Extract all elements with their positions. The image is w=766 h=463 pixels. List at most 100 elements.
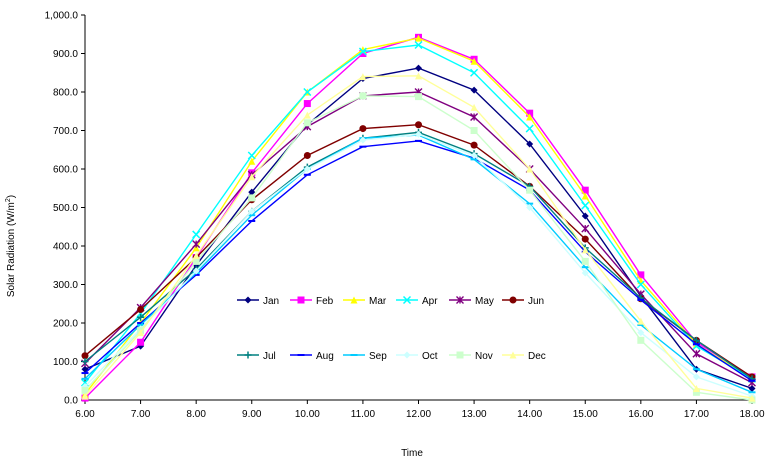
data-point [415, 34, 422, 42]
data-point [248, 173, 256, 181]
data-point [692, 336, 700, 344]
data-point [470, 127, 478, 134]
series-apr [80, 40, 757, 387]
data-point [247, 151, 256, 160]
legend-item-feb: Feb [290, 296, 334, 307]
series-line [84, 133, 753, 397]
data-point [358, 47, 367, 56]
series-jun [81, 121, 756, 381]
data-point [248, 157, 256, 165]
data-point [359, 136, 367, 144]
data-point [192, 257, 200, 265]
data-point [526, 140, 534, 148]
data-point [470, 113, 479, 122]
legend-item-dec: Dec [502, 351, 546, 362]
legend-label: May [475, 296, 494, 307]
series-line [84, 140, 753, 382]
y-tick-label: 400.0 [53, 242, 78, 253]
data-point [692, 349, 701, 358]
data-point [581, 186, 589, 194]
data-point [303, 152, 311, 160]
data-point [81, 358, 89, 365]
legend-label: Dec [528, 351, 546, 362]
data-point [303, 119, 311, 127]
data-point [456, 296, 464, 304]
data-point [137, 313, 145, 321]
data-point [637, 336, 645, 344]
data-point [509, 296, 517, 304]
y-tick-label: 800.0 [53, 88, 78, 99]
data-point [137, 329, 145, 337]
data-point [748, 394, 756, 402]
series-line [84, 67, 753, 390]
data-point [470, 57, 478, 65]
y-tick-label: 700.0 [53, 126, 78, 137]
y-tick-label: 100.0 [53, 357, 78, 368]
x-tick-label: 17.00 [684, 409, 709, 420]
legend-label: Oct [422, 351, 438, 362]
data-point [248, 194, 256, 202]
legend-label: Jan [263, 296, 279, 307]
data-point [526, 113, 534, 121]
legend: Jan Feb Mar Apr May Jun Jul Aug Sep Oct Nov Dec [237, 295, 546, 362]
legend-label: Aug [316, 351, 334, 362]
legend-label: Jul [263, 351, 276, 362]
legend-label: Jun [528, 296, 544, 307]
data-point [581, 257, 589, 265]
x-axis-title: Time [401, 448, 423, 458]
data-point [692, 388, 700, 396]
data-point [81, 352, 89, 360]
data-point [303, 111, 311, 119]
data-point [192, 240, 201, 249]
data-point [581, 192, 589, 200]
data-point [303, 100, 311, 108]
data-point [303, 165, 311, 173]
x-tick-label: 8.00 [186, 409, 206, 420]
x-tick-label: 14.00 [517, 409, 542, 420]
data-point [192, 252, 200, 260]
data-point [137, 338, 145, 346]
data-point [359, 125, 367, 133]
data-point [297, 296, 305, 304]
data-point [192, 244, 200, 252]
data-point [581, 212, 589, 220]
data-point [415, 72, 422, 80]
y-tick-label: 300.0 [53, 280, 78, 291]
series-dec [81, 72, 756, 402]
legend-item-jan: Jan [237, 296, 279, 307]
data-point [526, 165, 534, 173]
data-point [692, 373, 700, 381]
data-point [637, 329, 645, 337]
y-tick-label: 200.0 [53, 319, 78, 330]
x-tick-label: 15.00 [573, 409, 598, 420]
data-point [303, 87, 312, 97]
data-point [470, 103, 478, 111]
data-point [248, 207, 256, 215]
series-group [80, 33, 757, 404]
data-point [359, 73, 367, 81]
data-point [581, 235, 589, 243]
x-tick-label: 13.00 [462, 409, 487, 420]
y-tick-label: 500.0 [53, 203, 78, 214]
data-point [403, 351, 411, 359]
data-point [509, 351, 517, 359]
legend-item-oct: Oct [396, 351, 438, 362]
data-point [402, 295, 412, 305]
y-tick-label: 0.0 [64, 396, 78, 407]
data-point [637, 317, 645, 325]
x-tick-label: 12.00 [406, 409, 431, 420]
data-point [414, 40, 423, 50]
legend-label: Nov [475, 351, 493, 362]
data-point [526, 204, 534, 211]
data-point [244, 296, 252, 304]
data-point [581, 201, 590, 210]
data-point [359, 50, 367, 57]
data-point [81, 392, 89, 400]
data-point [470, 68, 479, 77]
x-tick-label: 6.00 [75, 409, 95, 420]
legend-label: Mar [369, 296, 387, 307]
data-point [359, 92, 367, 100]
legend-item-mar: Mar [343, 296, 387, 307]
